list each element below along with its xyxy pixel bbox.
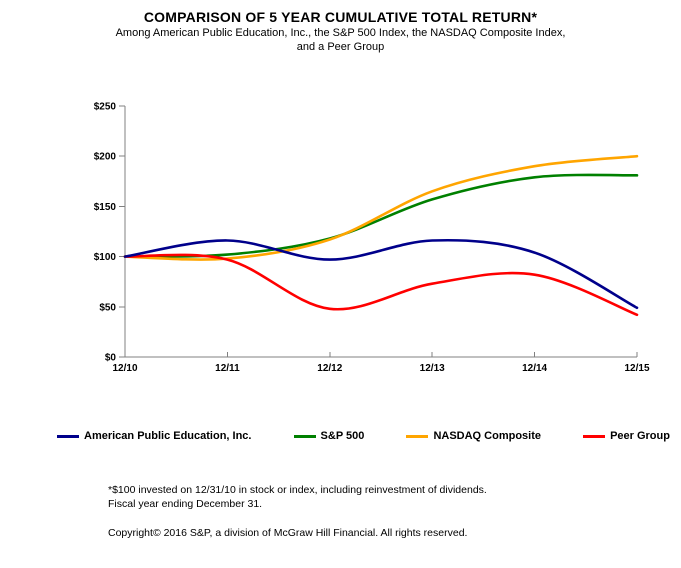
chart-legend: American Public Education, Inc. S&P 500 NA… xyxy=(57,430,670,442)
legend-label: S&P 500 xyxy=(320,430,365,442)
x-axis-label: 12/12 xyxy=(317,363,342,374)
y-axis-label: $0 xyxy=(105,353,117,364)
y-axis-label: $100 xyxy=(94,252,117,263)
x-axis-label: 12/11 xyxy=(215,363,240,374)
copyright-note: Copyright© 2016 S&P, a division of McGra… xyxy=(108,527,468,539)
y-axis-label: $150 xyxy=(94,202,117,213)
chart-footnotes: *$100 invested on 12/31/10 in stock or i… xyxy=(108,483,487,540)
chart-subtitle-line1: Among American Public Education, Inc., t… xyxy=(115,27,566,39)
x-axis-label: 12/13 xyxy=(420,363,445,374)
y-axis-label: $200 xyxy=(94,152,117,163)
footnote-invested: *$100 invested on 12/31/10 in stock or i… xyxy=(108,484,487,496)
legend-label: American Public Education, Inc. xyxy=(84,430,252,442)
x-axis-label: 12/15 xyxy=(624,363,649,374)
chart-title: COMPARISON OF 5 YEAR CUMULATIVE TOTAL RE… xyxy=(143,9,538,25)
axes xyxy=(124,106,637,358)
y-axis-label: $250 xyxy=(94,102,117,113)
legend-item: S&P 500 xyxy=(293,430,365,442)
series-line-american-public-education-inc xyxy=(123,238,639,310)
line-chart: $250 $200 $150 $100 $50 $012/10 12/11 12/12 12/1… xyxy=(94,102,650,375)
footnote-fiscal-year: Fiscal year ending December 31. xyxy=(108,498,263,510)
x-axis-label: 12/14 xyxy=(522,363,547,374)
y-axis-label: $50 xyxy=(99,302,116,313)
legend-line-swatch xyxy=(57,434,79,438)
legend-item: NASDAQ Composite xyxy=(406,430,541,442)
legend-line-swatch xyxy=(583,434,606,438)
x-axis-label: 12/10 xyxy=(112,363,137,374)
legend-item: Peer Group xyxy=(583,430,670,442)
chart-subtitle: Among American Public Education, Inc., t… xyxy=(0,27,681,54)
legend-item: American Public Education, Inc. xyxy=(57,430,251,442)
series-line-nasdaq-composite xyxy=(123,154,639,261)
legend-line-swatch xyxy=(293,434,316,438)
chart-subtitle-line2: and a Peer Group xyxy=(296,40,385,53)
series-line-peer-group xyxy=(123,253,639,317)
series-line-s-p-500 xyxy=(123,173,639,258)
legend-label: Peer Group xyxy=(610,430,670,442)
legend-line-swatch xyxy=(406,434,429,438)
legend-label: NASDAQ Composite xyxy=(433,430,541,442)
